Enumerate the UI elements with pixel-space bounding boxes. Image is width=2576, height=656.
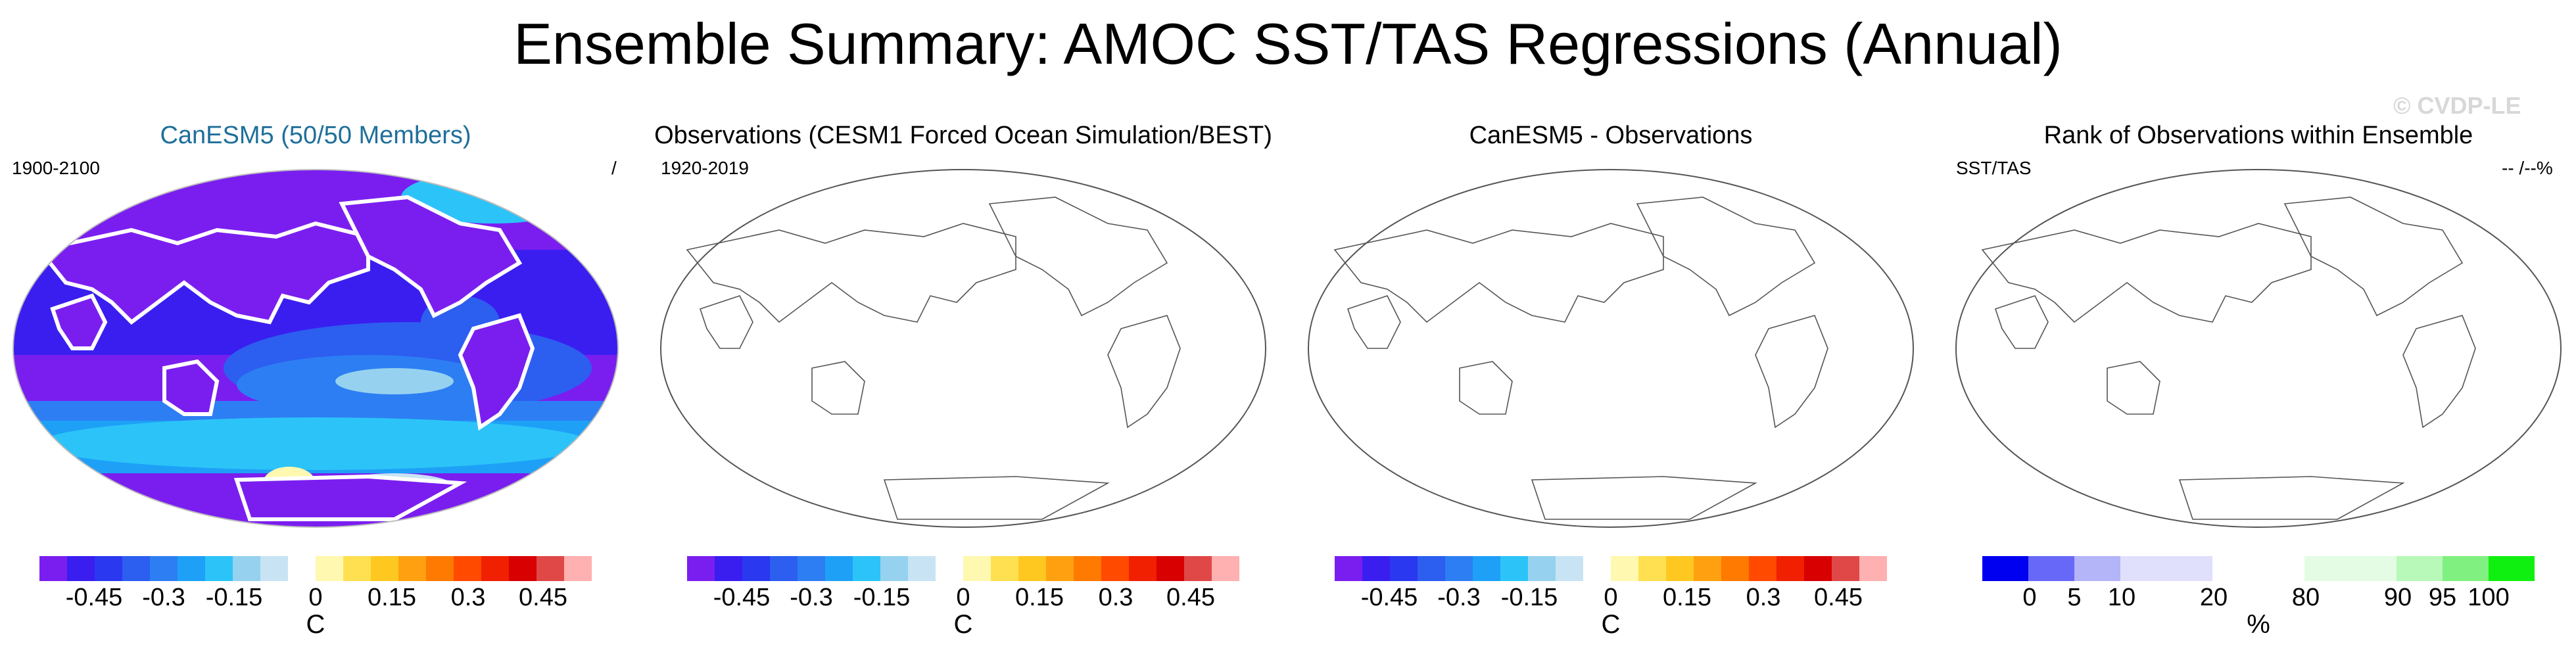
variable-label: SST/TAS	[1956, 158, 2032, 178]
colorbar-tick: -0.3	[142, 584, 185, 611]
colorbar-unit: C	[1601, 610, 1621, 639]
panel-title: CanESM5 - Observations	[1469, 122, 1753, 149]
colorbar-tick: 0.45	[1166, 584, 1215, 611]
colorbar-tick: 0	[308, 584, 323, 611]
right-label: /	[611, 158, 617, 178]
colorbar	[39, 556, 592, 581]
map-difference	[1308, 169, 1914, 528]
colorbar-tick: 10	[2107, 584, 2136, 611]
colorbar-unit: C	[953, 610, 973, 639]
colorbar-tick: -0.45	[713, 584, 771, 611]
colorbar-tick: 0.3	[1098, 584, 1133, 611]
colorbar-tick: 20	[2199, 584, 2228, 611]
colorbar-tick: 90	[2383, 584, 2412, 611]
panel-title: CanESM5 (50/50 Members)	[160, 122, 471, 149]
colorbar-tick: -0.45	[65, 584, 123, 611]
panel-difference: CanESM5 - Observations -0.45 -0.3 -0.15 …	[1295, 0, 1926, 656]
colorbar-tick: 0.3	[1746, 584, 1781, 611]
main-title: Ensemble Summary: AMOC SST/TAS Regressio…	[513, 11, 2063, 76]
period-label: 1920-2019	[661, 158, 749, 178]
colorbar-rank	[1982, 556, 2535, 581]
colorbar-tick: -0.3	[1437, 584, 1481, 611]
colorbar-tick: 95	[2428, 584, 2457, 611]
colorbar-tick: 0.45	[1814, 584, 1863, 611]
colorbar-tick: -0.15	[1500, 584, 1558, 611]
panel-observations: Observations (CESM1 Forced Ocean Simulat…	[648, 0, 1279, 656]
colorbar-tick: 80	[2291, 584, 2320, 611]
colorbar-tick: 0.15	[1663, 584, 1711, 611]
colorbar-tick: 0.45	[519, 584, 567, 611]
colorbar	[1335, 556, 1887, 581]
colorbar-tick: -0.3	[790, 584, 833, 611]
colorbar-tick: 0	[2022, 584, 2037, 611]
period-label: 1900-2100	[12, 158, 100, 178]
colorbar	[687, 556, 1239, 581]
colorbar-tick: 5	[2067, 584, 2082, 611]
map-rank	[1955, 169, 2562, 528]
panel-model: CanESM5 (50/50 Members) 1900-2100 /	[0, 0, 631, 656]
colorbar-tick: 0	[956, 584, 970, 611]
colorbar-unit: %	[2247, 610, 2270, 639]
colorbar-tick: -0.15	[205, 584, 263, 611]
panel-title: Observations (CESM1 Forced Ocean Simulat…	[654, 122, 1272, 149]
colorbar-tick: -0.45	[1360, 584, 1418, 611]
colorbar-tick: 0	[1604, 584, 1618, 611]
colorbar-tick: 0.3	[450, 584, 486, 611]
rank-label: -- /--%	[2502, 158, 2553, 178]
colorbar-tick: 100	[2468, 584, 2510, 611]
map-model	[12, 169, 619, 528]
colorbar-tick: -0.15	[853, 584, 911, 611]
colorbar-unit: C	[306, 610, 325, 639]
watermark: © CVDP-LE	[2393, 92, 2521, 119]
colorbar-tick: 0.15	[1015, 584, 1064, 611]
map-observations	[660, 169, 1266, 528]
panel-rank: Rank of Observations within Ensemble SST…	[1943, 0, 2574, 656]
colorbar-tick: 0.15	[368, 584, 416, 611]
panel-title: Rank of Observations within Ensemble	[2043, 122, 2473, 149]
